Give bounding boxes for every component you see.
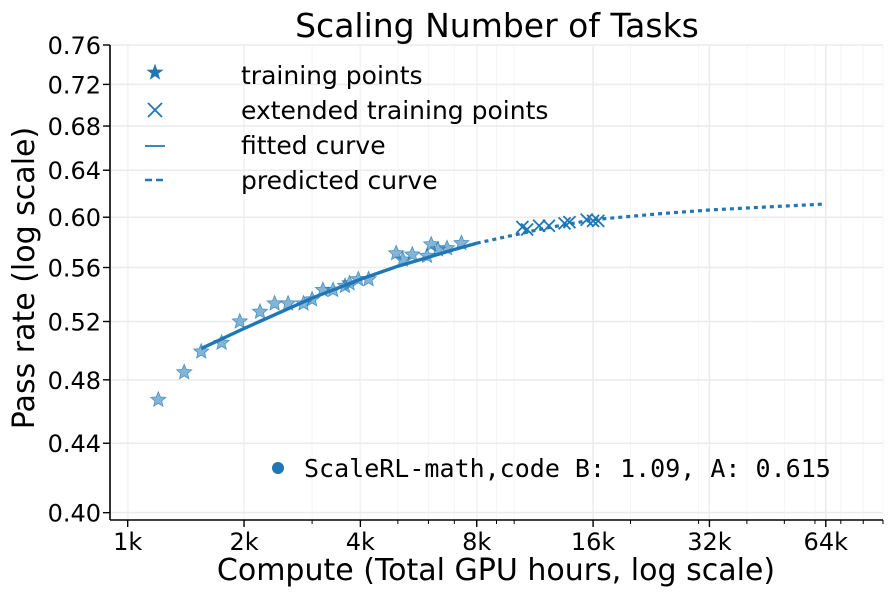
- training-point: [213, 333, 231, 351]
- extended-training-point: [557, 216, 572, 230]
- y-tick-label: 0.52: [48, 309, 101, 337]
- legend-label-predicted: predicted curve: [241, 166, 438, 195]
- y-tick-label: 0.64: [48, 157, 101, 185]
- training-point: [251, 302, 269, 320]
- x-tick-label: 8k: [462, 528, 491, 556]
- training-point: [192, 342, 210, 359]
- x-tick-label: 4k: [346, 528, 375, 556]
- training-point: [324, 280, 342, 298]
- legend: training points extended training points…: [145, 61, 548, 195]
- x-tick-label: 1k: [113, 528, 142, 556]
- extended-training-point: [586, 214, 600, 228]
- legend-star-marker: [146, 63, 164, 80]
- axes: 1k 2k 4k 8k 16k 32k 64k 0.40 0.44 0.48 0.52 0.56 0.6…: [48, 32, 884, 556]
- x-tick-label: 2k: [229, 528, 258, 556]
- training-point: [266, 294, 284, 311]
- legend-label-training: training points: [241, 61, 423, 90]
- y-tick-label: 0.48: [48, 367, 101, 395]
- fitted-curve: [200, 241, 478, 351]
- chart-title: Scaling Number of Tasks: [295, 6, 699, 45]
- extended-training-point: [562, 215, 577, 229]
- annotation: ScaleRL-math,code B: 1.09, A: 0.615: [272, 454, 831, 483]
- plot-area: [149, 202, 826, 408]
- y-tick-label: 0.40: [48, 500, 101, 528]
- y-tick-label: 0.72: [48, 71, 101, 99]
- training-point: [231, 312, 249, 329]
- training-point: [418, 246, 436, 264]
- y-tick-label: 0.76: [48, 32, 101, 60]
- y-tick-label: 0.44: [48, 430, 101, 458]
- extended-training-point: [591, 214, 605, 228]
- y-tick-label: 0.68: [48, 113, 101, 141]
- y-axis-label: Pass rate (log scale): [7, 127, 42, 429]
- training-point: [403, 245, 421, 262]
- y-tick-label: 0.56: [48, 255, 101, 283]
- annotation-dot: [272, 462, 284, 474]
- y-tick-label: 0.60: [48, 204, 101, 232]
- extended-training-point: [520, 222, 534, 237]
- x-tick-label: 32k: [687, 528, 732, 556]
- extended-training-point: [542, 219, 556, 233]
- legend-x-marker: [147, 102, 163, 118]
- training-point: [438, 239, 456, 256]
- training-point: [279, 294, 297, 311]
- x-axis-label: Compute (Total GPU hours, log scale): [217, 553, 775, 588]
- x-tick-label: 64k: [804, 528, 849, 556]
- predicted-curve: [476, 202, 826, 245]
- x-tick-label: 16k: [571, 528, 616, 556]
- annotation-text: ScaleRL-math,code B: 1.09, A: 0.615: [304, 454, 831, 483]
- training-point: [175, 363, 193, 380]
- training-point: [452, 234, 470, 251]
- extended-training-point: [532, 219, 546, 233]
- grid: [110, 44, 884, 520]
- legend-label-fitted: fitted curve: [241, 131, 386, 160]
- legend-label-extended: extended training points: [241, 96, 548, 125]
- training-point: [360, 270, 378, 287]
- training-point: [149, 390, 167, 408]
